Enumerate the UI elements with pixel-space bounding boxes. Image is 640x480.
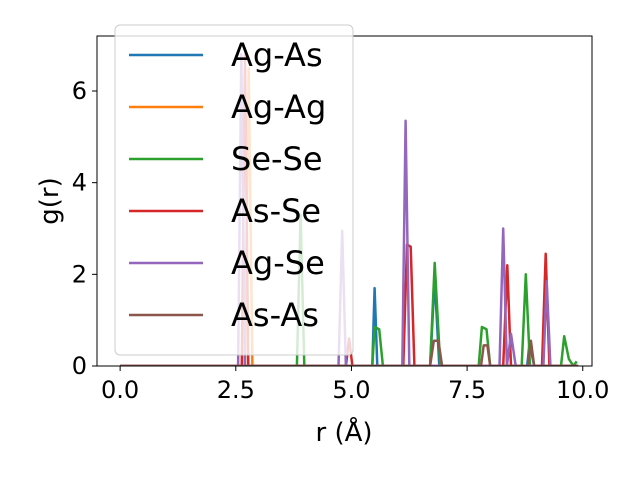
legend-label: Ag-As	[231, 36, 323, 74]
legend-label: Ag-Se	[231, 244, 325, 282]
legend: Ag-As Ag-Ag Se-Se As-Se Ag-Se As-As	[114, 24, 354, 356]
legend-label: As-As	[231, 296, 319, 334]
x-tick-label: 2.5	[217, 376, 255, 404]
x-tick-label: 7.5	[448, 376, 486, 404]
y-tick-label: 2	[72, 260, 87, 288]
legend-label: As-Se	[231, 192, 321, 230]
x-tick-label: 0.0	[101, 376, 139, 404]
y-tick-label: 6	[72, 77, 87, 105]
legend-label: Se-Se	[231, 140, 323, 178]
x-axis-label: r (Å)	[315, 416, 372, 448]
y-tick-label: 0	[72, 352, 87, 380]
series-line-se-se	[120, 213, 578, 366]
x-tick-label: 5.0	[332, 376, 370, 404]
legend-label: Ag-Ag	[231, 88, 326, 126]
y-tick-label: 4	[72, 169, 87, 197]
x-tick-label: 10.0	[556, 376, 609, 404]
x-axis: 0.0 2.5 5.0 7.5 10.0	[101, 366, 609, 404]
y-axis-label: g(r)	[35, 177, 65, 224]
series-line-as-as	[120, 339, 579, 366]
y-axis: 0 2 4 6	[72, 77, 97, 380]
